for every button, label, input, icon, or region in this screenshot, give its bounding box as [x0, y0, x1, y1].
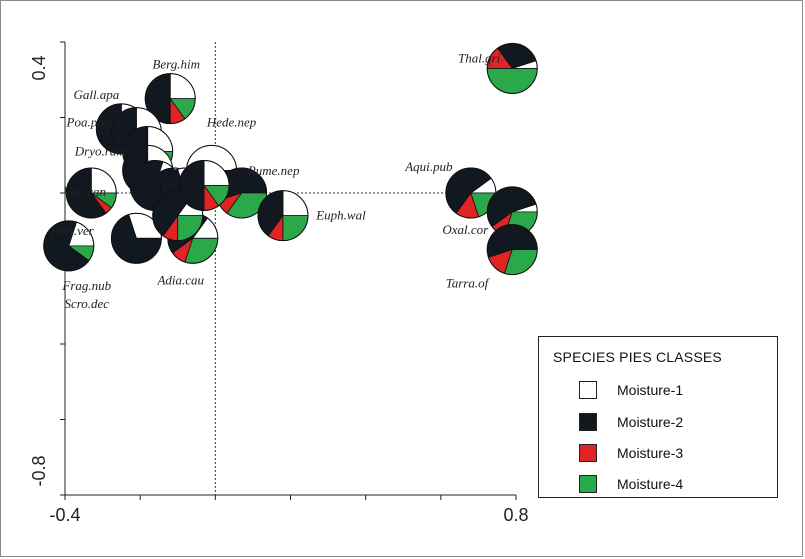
pie-viol-can [65, 167, 117, 219]
pie-outline [257, 190, 309, 242]
pie-outline [110, 212, 162, 264]
species-label: Hede.nep [206, 114, 257, 129]
legend-item-moisture-3: Moisture-3 [579, 443, 683, 463]
legend-title: SPECIES PIES CLASSES [553, 349, 722, 365]
legend-item-moisture-4: Moisture-4 [579, 474, 683, 494]
pie-unlabeled-20 [178, 159, 230, 211]
legend: SPECIES PIES CLASSES Moisture-1 Moisture… [538, 336, 778, 498]
pie-euph-wal [257, 190, 309, 242]
pie-outline [43, 220, 95, 272]
pie-outline [144, 73, 196, 125]
species-label: Viol.can [63, 184, 106, 199]
pie-outline [486, 224, 538, 276]
pie-unlabeled-14 [110, 212, 162, 264]
species-label: Thal.gri [458, 50, 501, 65]
species-label: Aqui.pub [404, 159, 453, 174]
legend-label-moisture-1: Moisture-1 [617, 382, 684, 398]
legend-label-moisture-3: Moisture-3 [617, 445, 684, 461]
pie-outline [65, 167, 117, 219]
species-label: Oxal.cor [442, 222, 489, 237]
legend-label-moisture-4: Moisture-4 [617, 476, 684, 492]
x-tick-label: 0.8 [503, 505, 528, 525]
species-label: Tarra.of [446, 276, 491, 291]
species-label: Gall.apa [73, 87, 119, 102]
legend-swatch-moisture-1 [579, 381, 597, 399]
species-label: Frag.nub [61, 278, 111, 293]
species-label: Rume.nep [247, 163, 300, 178]
legend-label-moisture-2: Moisture-2 [617, 414, 684, 430]
pie-thal-gri [486, 42, 538, 94]
pie-poly-ver [43, 220, 95, 272]
species-label: Poa.prat [66, 115, 113, 130]
x-tick-label: -0.4 [49, 505, 80, 525]
pie-outline [152, 190, 204, 242]
pie-outline [486, 42, 538, 94]
species-label: Dryo.ram [74, 143, 126, 158]
legend-item-moisture-1: Moisture-1 [579, 380, 683, 400]
pie-aqui-pub [445, 167, 497, 219]
species-label: Adia.cau [156, 272, 204, 287]
pie-berg-him [144, 73, 196, 125]
y-tick-label: 0.4 [29, 55, 49, 80]
legend-swatch-moisture-3 [579, 444, 597, 462]
y-tick-label: -0.8 [29, 455, 49, 486]
pie-outline [178, 159, 230, 211]
species-label: Berg.him [152, 57, 200, 72]
species-label: Euph.wal [315, 208, 366, 223]
legend-item-moisture-2: Moisture-2 [579, 412, 683, 432]
pie-slice [486, 68, 538, 94]
legend-swatch-moisture-4 [579, 475, 597, 493]
species-label: Poly.ver [50, 223, 95, 238]
species-label: Scro.dec [64, 296, 109, 311]
pie-rume-nep [216, 167, 268, 219]
legend-swatch-moisture-2 [579, 413, 597, 431]
pie-tarra-of [486, 224, 538, 276]
